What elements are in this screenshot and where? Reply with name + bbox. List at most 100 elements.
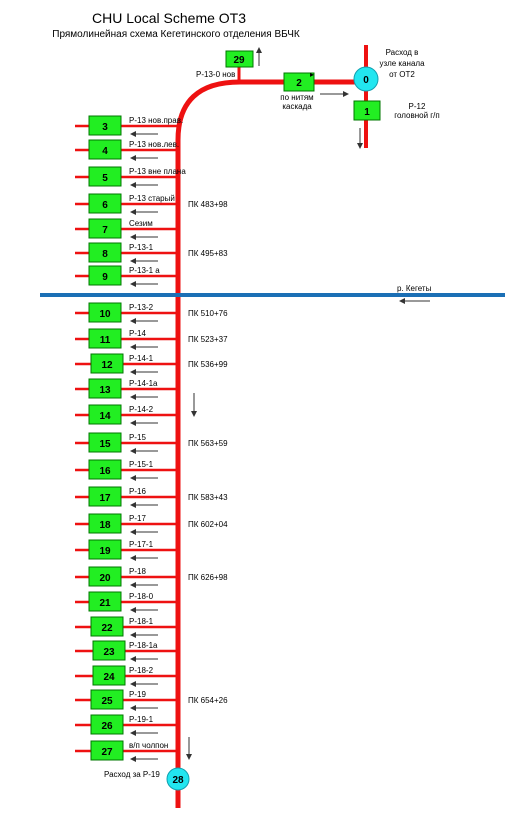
outlet-16[interactable]: 16 Р-15-1 bbox=[75, 459, 178, 481]
outlet-node-box[interactable] bbox=[88, 302, 122, 323]
outlet-15[interactable]: 15 Р-15 ПК 563+59 bbox=[75, 432, 228, 454]
outlet-label: Р-15 bbox=[129, 433, 146, 442]
node-1-label-1: Р-12 bbox=[409, 102, 426, 111]
outlet-pk-label: ПК 536+99 bbox=[188, 360, 228, 369]
outlet-label: Р-18-1а bbox=[129, 641, 158, 650]
outlet-node-box[interactable] bbox=[90, 616, 124, 637]
outlet-pk-label: ПК 495+83 bbox=[188, 249, 228, 258]
outlet-label: Сезим bbox=[129, 219, 153, 228]
outlet-pk-label: ПК 602+04 bbox=[188, 520, 228, 529]
outlets-group: 3 Р-13 нов.прав. 4 Р-13 нов.лев. 5 Р-13 вне п… bbox=[75, 115, 228, 762]
outlet-pk-label: ПК 483+98 bbox=[188, 200, 228, 209]
outlet-label: Р-17 bbox=[129, 514, 146, 523]
outlet-node-number: 25 bbox=[101, 696, 113, 707]
outlet-node-box[interactable] bbox=[90, 353, 124, 374]
outlet-24[interactable]: 24 Р-18-2 bbox=[75, 665, 178, 687]
outlet-18[interactable]: 18 Р-17 ПК 602+04 bbox=[75, 513, 228, 535]
outlet-label: Р-17-1 bbox=[129, 540, 154, 549]
outlet-node-number: 3 bbox=[102, 122, 108, 133]
outlet-11[interactable]: 11 Р-14 ПК 523+37 bbox=[75, 328, 228, 350]
node-28-circle[interactable]: 28 bbox=[166, 767, 190, 791]
main-canal[interactable] bbox=[175, 79, 368, 808]
outlet-node-box[interactable] bbox=[88, 218, 122, 239]
outlet-node-number: 7 bbox=[102, 225, 108, 236]
outlet-node-box[interactable] bbox=[88, 378, 122, 399]
outlet-node-number: 6 bbox=[102, 200, 108, 211]
outlet-12[interactable]: 12 Р-14-1 ПК 536+99 bbox=[75, 353, 228, 375]
outlet-label: Р-15-1 bbox=[129, 460, 154, 469]
node-1-number: 1 bbox=[364, 107, 370, 118]
outlet-label: Р-19-1 bbox=[129, 715, 154, 724]
outlet-13[interactable]: 13 Р-14-1а bbox=[75, 378, 178, 400]
outlet-pk-label: ПК 583+43 bbox=[188, 493, 228, 502]
outlet-26[interactable]: 26 Р-19-1 bbox=[75, 714, 178, 736]
outlet-25[interactable]: 25 Р-19 ПК 654+26 bbox=[75, 689, 228, 711]
outlet-pk-label: ПК 510+76 bbox=[188, 309, 228, 318]
outlet-node-box[interactable] bbox=[88, 591, 122, 612]
outlet-node-box[interactable] bbox=[88, 193, 122, 214]
outlet-node-box[interactable] bbox=[88, 166, 122, 187]
node-0-number: 0 bbox=[363, 75, 369, 86]
outlet-3[interactable]: 3 Р-13 нов.прав. bbox=[75, 115, 183, 137]
outlet-node-number: 20 bbox=[99, 573, 111, 584]
outlet-node-number: 15 bbox=[99, 439, 111, 450]
outlet-node-box[interactable] bbox=[88, 566, 122, 587]
node-2-label-1: по нитям bbox=[280, 93, 313, 102]
outlet-node-box[interactable] bbox=[88, 486, 122, 507]
outlet-21[interactable]: 21 Р-18-0 bbox=[75, 591, 178, 613]
outlet-label: Р-13 вне плана bbox=[129, 167, 186, 176]
outlet-node-box[interactable] bbox=[88, 404, 122, 425]
outlet-node-box[interactable] bbox=[88, 115, 122, 136]
node-29-label: Р-13-0 нов bbox=[196, 70, 235, 79]
node-1[interactable]: 1 bbox=[353, 100, 381, 121]
outlet-label: в/п чолпон bbox=[129, 741, 168, 750]
outlet-node-box[interactable] bbox=[90, 740, 124, 761]
outlet-node-box[interactable] bbox=[90, 714, 124, 735]
outlet-label: Р-13 старый bbox=[129, 194, 175, 203]
outlet-9[interactable]: 9 Р-13-1 а bbox=[75, 265, 178, 287]
node-2-number: 2 bbox=[296, 78, 302, 89]
outlet-node-box[interactable] bbox=[88, 539, 122, 560]
outlet-23[interactable]: 23 Р-18-1а bbox=[75, 640, 178, 662]
outlet-node-box[interactable] bbox=[88, 265, 122, 286]
outlet-node-box[interactable] bbox=[88, 432, 122, 453]
outlet-node-box[interactable] bbox=[92, 640, 126, 661]
node-0-label-3: от ОТ2 bbox=[389, 70, 415, 79]
node-0-label-2: узле канала bbox=[379, 59, 425, 68]
outlet-node-box[interactable] bbox=[90, 689, 124, 710]
outlet-node-box[interactable] bbox=[92, 665, 126, 686]
outlet-10[interactable]: 10 Р-13-2 ПК 510+76 bbox=[75, 302, 228, 324]
outlet-22[interactable]: 22 Р-18-1 bbox=[75, 616, 178, 638]
outlet-5[interactable]: 5 Р-13 вне плана bbox=[75, 166, 186, 188]
outlet-node-number: 26 bbox=[101, 721, 113, 732]
node-2[interactable]: 2 bbox=[283, 72, 315, 92]
outlet-node-number: 27 bbox=[101, 747, 113, 758]
outlet-node-box[interactable] bbox=[88, 328, 122, 349]
outlet-node-number: 13 bbox=[99, 385, 111, 396]
outlet-node-number: 10 bbox=[99, 309, 111, 320]
outlet-27[interactable]: 27 в/п чолпон bbox=[75, 740, 178, 762]
outlet-8[interactable]: 8 Р-13-1 ПК 495+83 bbox=[75, 242, 228, 264]
outlet-label: Р-13-2 bbox=[129, 303, 154, 312]
outlet-node-box[interactable] bbox=[88, 139, 122, 160]
outlet-node-box[interactable] bbox=[88, 242, 122, 263]
outlet-4[interactable]: 4 Р-13 нов.лев. bbox=[75, 139, 179, 161]
outlet-7[interactable]: 7 Сезим bbox=[75, 218, 178, 240]
node-0-circle[interactable]: 0 bbox=[353, 66, 379, 92]
outlet-6[interactable]: 6 Р-13 старый ПК 483+98 bbox=[75, 193, 228, 215]
outlet-pk-label: ПК 654+26 bbox=[188, 696, 228, 705]
outlet-17[interactable]: 17 Р-16 ПК 583+43 bbox=[75, 486, 228, 508]
outlet-14[interactable]: 14 Р-14-2 bbox=[75, 404, 178, 426]
outlet-20[interactable]: 20 Р-18 ПК 626+98 bbox=[75, 566, 228, 588]
node-29[interactable]: 29 bbox=[225, 50, 254, 68]
outlet-node-box[interactable] bbox=[88, 513, 122, 534]
outlet-label: Р-13-1 а bbox=[129, 266, 160, 275]
outlet-node-number: 21 bbox=[99, 598, 111, 609]
outlet-label: Р-14-2 bbox=[129, 405, 154, 414]
outlet-label: Р-16 bbox=[129, 487, 146, 496]
outlet-node-box[interactable] bbox=[88, 459, 122, 480]
outlet-19[interactable]: 19 Р-17-1 bbox=[75, 539, 178, 561]
node-2-label-2: каскада bbox=[282, 102, 312, 111]
node-28-number: 28 bbox=[172, 775, 184, 786]
